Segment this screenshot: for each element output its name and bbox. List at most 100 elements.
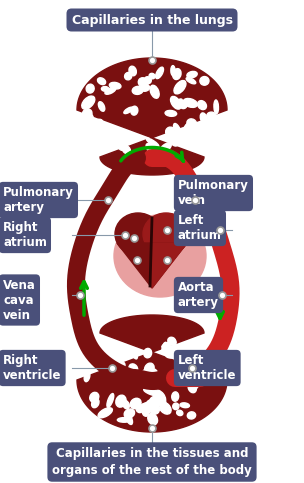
Ellipse shape: [176, 130, 186, 138]
Ellipse shape: [102, 86, 109, 91]
Ellipse shape: [123, 146, 130, 154]
Ellipse shape: [148, 413, 157, 425]
Text: Capillaries in the tissues and
organs of the rest of the body: Capillaries in the tissues and organs of…: [52, 447, 252, 477]
Ellipse shape: [109, 83, 121, 89]
Ellipse shape: [125, 412, 133, 425]
Ellipse shape: [91, 127, 100, 136]
Ellipse shape: [130, 398, 141, 409]
Ellipse shape: [207, 375, 216, 383]
Ellipse shape: [123, 400, 129, 409]
Ellipse shape: [124, 107, 133, 114]
Ellipse shape: [196, 341, 204, 348]
Ellipse shape: [86, 84, 94, 93]
Text: Vena
cava
vein: Vena cava vein: [3, 279, 36, 322]
Ellipse shape: [143, 213, 189, 255]
Ellipse shape: [141, 369, 157, 377]
Ellipse shape: [115, 213, 161, 255]
Ellipse shape: [142, 407, 149, 416]
Ellipse shape: [173, 69, 181, 80]
Ellipse shape: [98, 408, 112, 418]
Ellipse shape: [146, 143, 155, 153]
Ellipse shape: [119, 144, 126, 150]
Ellipse shape: [131, 106, 138, 115]
Ellipse shape: [214, 100, 219, 114]
Ellipse shape: [178, 353, 185, 357]
Ellipse shape: [85, 111, 94, 123]
Ellipse shape: [165, 346, 177, 355]
Ellipse shape: [186, 361, 195, 373]
Polygon shape: [77, 315, 227, 432]
Ellipse shape: [84, 371, 90, 382]
Ellipse shape: [132, 86, 143, 94]
Ellipse shape: [173, 403, 179, 410]
Ellipse shape: [104, 131, 116, 141]
Ellipse shape: [160, 143, 171, 153]
Ellipse shape: [171, 97, 181, 109]
Ellipse shape: [96, 135, 102, 142]
Ellipse shape: [117, 362, 125, 371]
Ellipse shape: [180, 128, 188, 137]
Ellipse shape: [93, 119, 103, 128]
Ellipse shape: [144, 348, 152, 358]
Ellipse shape: [90, 392, 99, 402]
Ellipse shape: [187, 119, 197, 128]
Ellipse shape: [98, 135, 107, 141]
Ellipse shape: [89, 355, 98, 368]
Ellipse shape: [172, 340, 176, 346]
Ellipse shape: [131, 348, 137, 359]
Text: Left
atrium: Left atrium: [178, 214, 222, 242]
Polygon shape: [117, 243, 187, 288]
Ellipse shape: [171, 66, 175, 76]
Ellipse shape: [153, 390, 166, 404]
Ellipse shape: [129, 66, 136, 76]
Ellipse shape: [125, 72, 132, 80]
Ellipse shape: [172, 392, 179, 401]
Ellipse shape: [147, 400, 158, 410]
Text: Pulmonary
vein: Pulmonary vein: [178, 179, 249, 207]
Text: Pulmonary
artery: Pulmonary artery: [3, 186, 74, 214]
Ellipse shape: [144, 363, 154, 374]
Polygon shape: [152, 243, 187, 288]
Ellipse shape: [193, 139, 207, 151]
Ellipse shape: [184, 134, 189, 141]
Ellipse shape: [168, 130, 175, 138]
Ellipse shape: [148, 383, 155, 389]
Ellipse shape: [176, 99, 183, 108]
Ellipse shape: [140, 84, 150, 91]
Ellipse shape: [169, 138, 178, 146]
Ellipse shape: [111, 360, 118, 371]
Ellipse shape: [82, 96, 95, 109]
Ellipse shape: [174, 124, 182, 138]
Ellipse shape: [92, 398, 99, 408]
Ellipse shape: [85, 369, 90, 375]
Text: Aorta
artery: Aorta artery: [178, 281, 219, 309]
Ellipse shape: [159, 402, 171, 414]
Ellipse shape: [157, 396, 166, 407]
Ellipse shape: [165, 111, 177, 116]
Ellipse shape: [148, 372, 158, 378]
Ellipse shape: [129, 364, 138, 373]
Ellipse shape: [187, 412, 196, 419]
Ellipse shape: [144, 77, 151, 84]
Ellipse shape: [198, 362, 212, 367]
Ellipse shape: [141, 402, 156, 411]
Ellipse shape: [82, 109, 92, 118]
Polygon shape: [77, 58, 227, 175]
Ellipse shape: [195, 131, 202, 140]
Ellipse shape: [149, 73, 155, 79]
Ellipse shape: [157, 376, 167, 385]
Ellipse shape: [180, 403, 189, 408]
Ellipse shape: [107, 394, 114, 407]
Ellipse shape: [140, 371, 149, 378]
Ellipse shape: [198, 100, 206, 110]
Ellipse shape: [144, 389, 158, 396]
Ellipse shape: [169, 133, 175, 143]
Ellipse shape: [109, 349, 123, 355]
Ellipse shape: [168, 337, 176, 345]
Ellipse shape: [150, 85, 159, 98]
Ellipse shape: [105, 87, 116, 94]
Ellipse shape: [114, 215, 206, 297]
Ellipse shape: [210, 361, 219, 372]
Ellipse shape: [183, 99, 197, 107]
Text: Capillaries in the lungs: Capillaries in the lungs: [71, 14, 233, 27]
